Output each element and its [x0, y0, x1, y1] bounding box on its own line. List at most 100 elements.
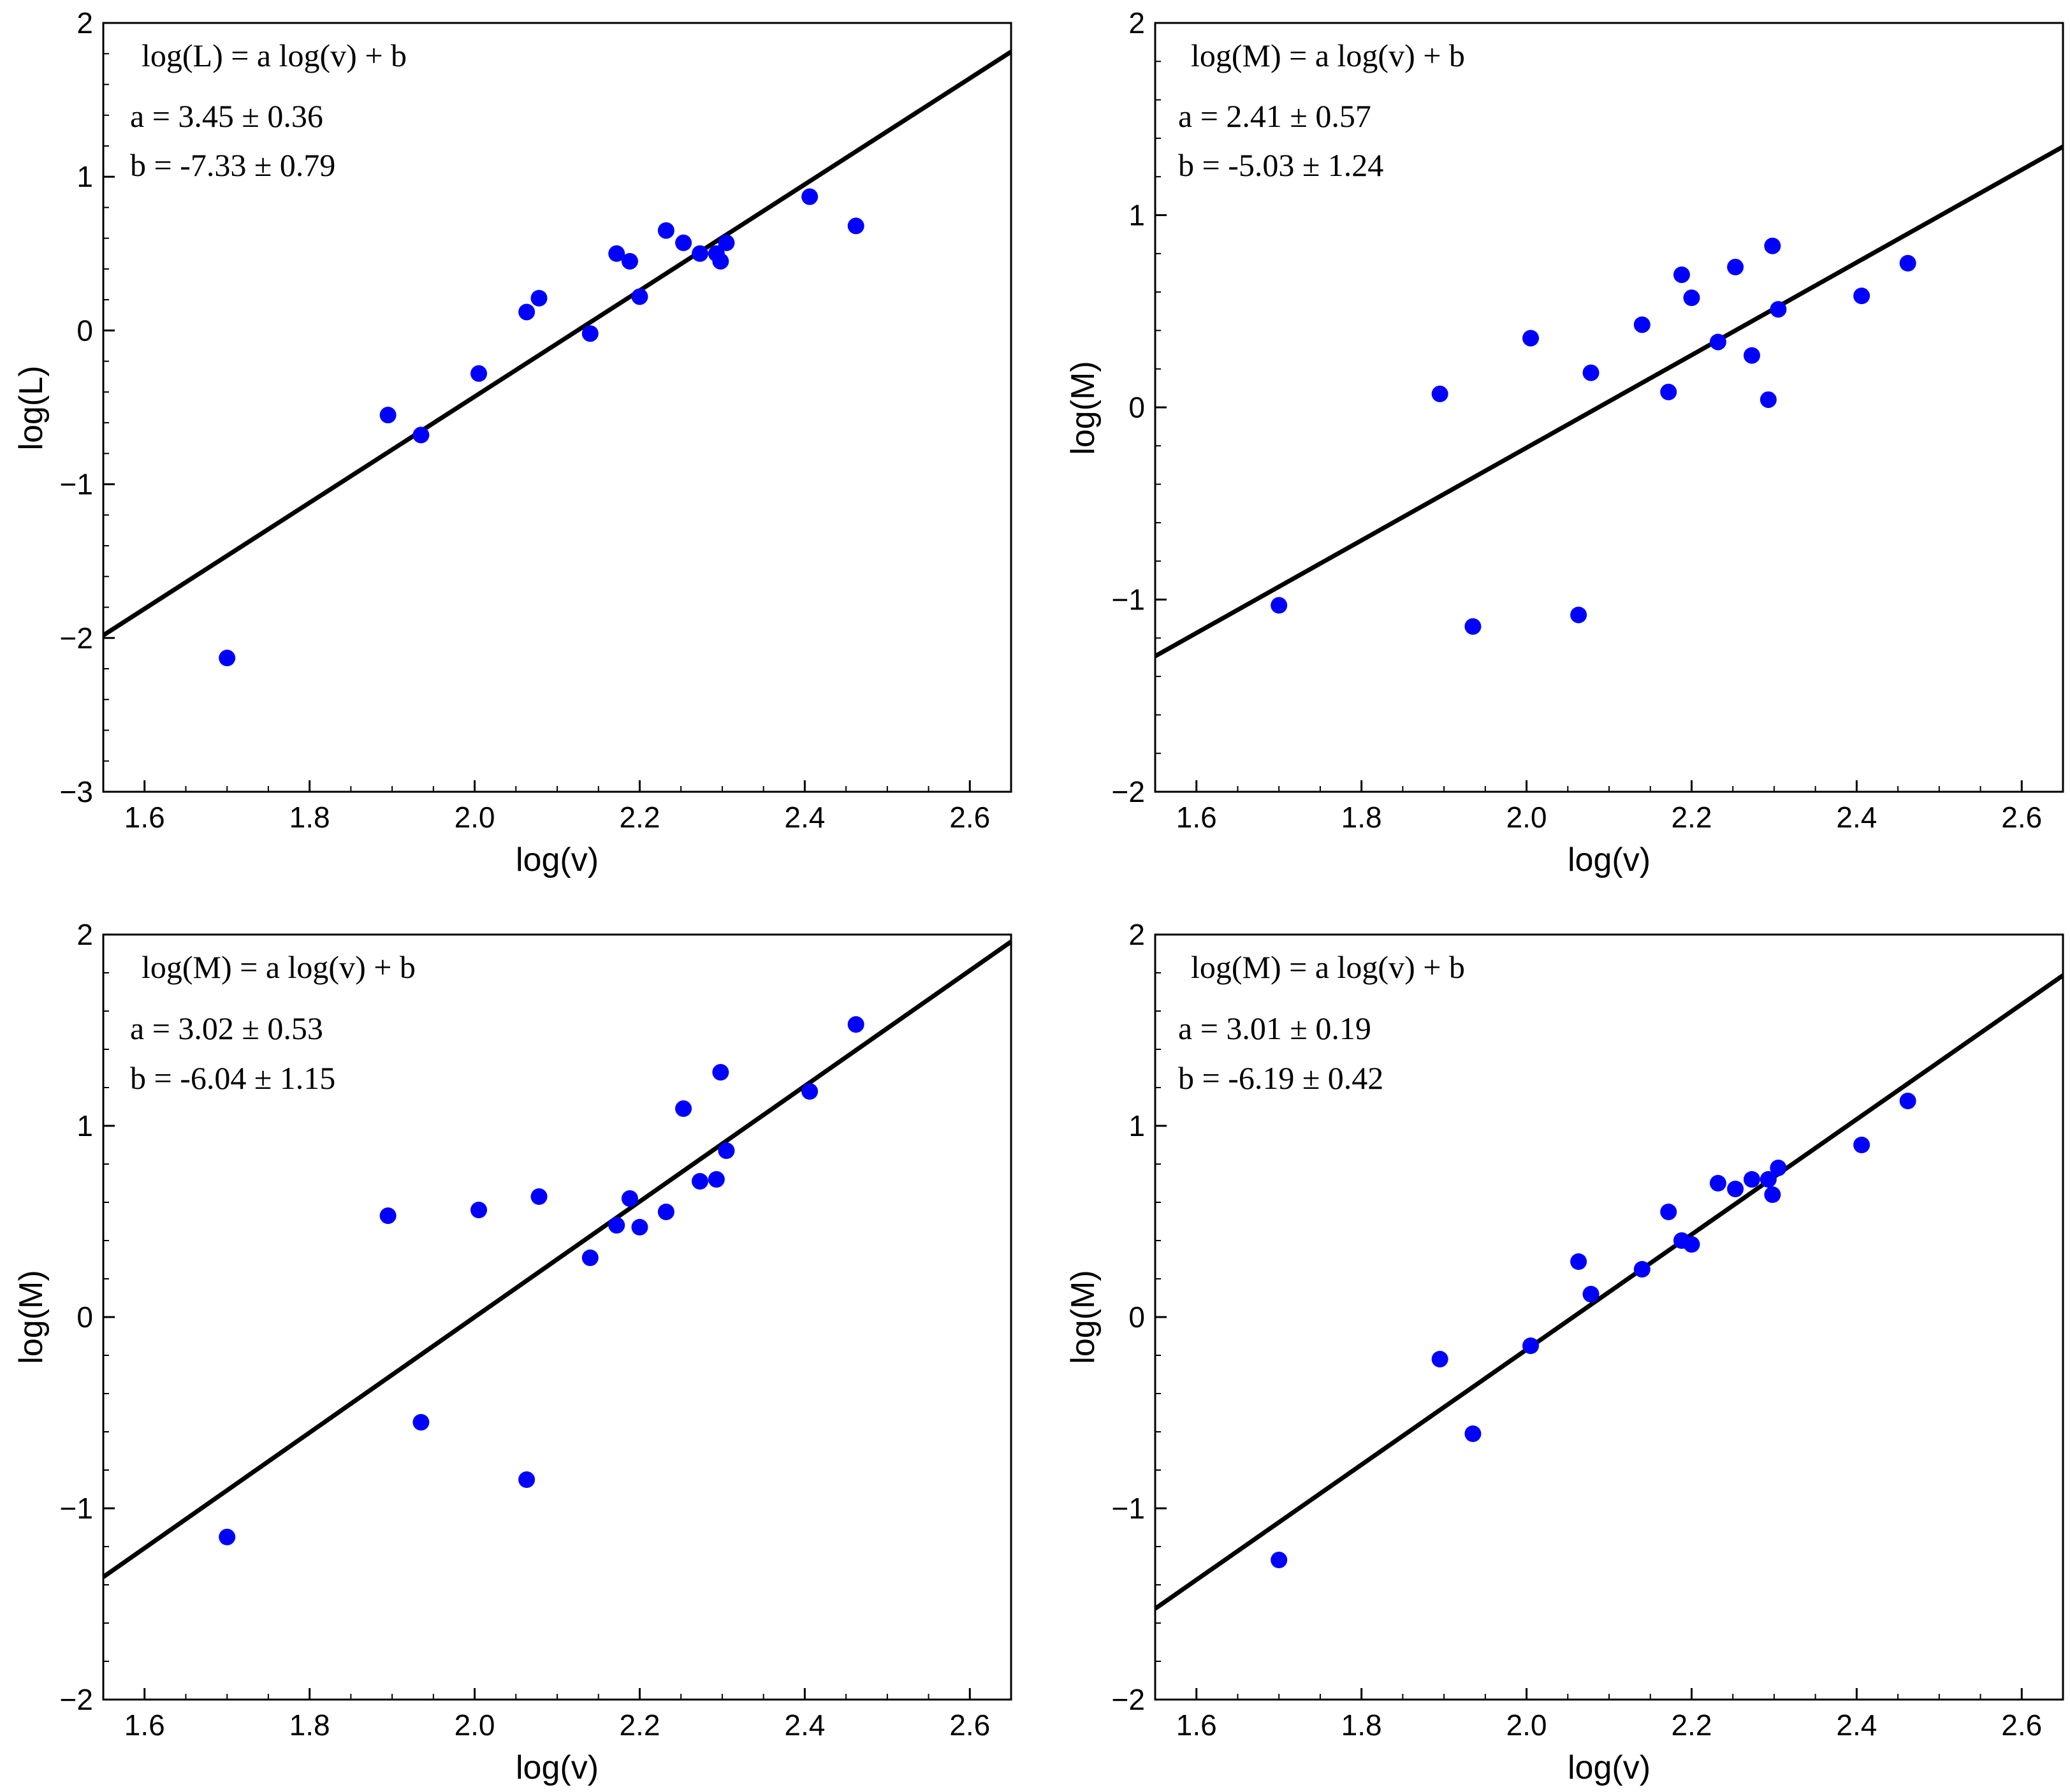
panel-4-data-point — [1764, 1186, 1781, 1203]
panel-2-data-point — [1853, 288, 1870, 305]
panel-3-ylabel: log(M) — [13, 1270, 50, 1364]
panel-1-data-point — [621, 252, 638, 270]
panel-4-ylabel: log(M) — [1065, 1270, 1102, 1364]
panel-1-data-point — [518, 303, 536, 321]
panel-4-ytick-label: −1 — [1112, 1492, 1145, 1525]
panel-4-data-point — [1760, 1171, 1777, 1188]
panel-3-data-point — [657, 1204, 674, 1220]
panel-2-xtick-label: 2.4 — [1836, 801, 1877, 834]
panel-4-b-value: b = -6.19 ± 0.42 — [1178, 1060, 1383, 1096]
panel-2-data-point — [1764, 237, 1781, 254]
panel-3-xtick-label: 2.2 — [619, 1708, 660, 1742]
panel-4-data-point — [1743, 1171, 1760, 1188]
panel-3-data-point — [470, 1202, 488, 1218]
panel-1-ylabel: log(L) — [13, 366, 50, 451]
panel-4-data-point — [1271, 1552, 1288, 1568]
panel-4-a-value: a = 3.01 ± 0.19 — [1178, 1010, 1371, 1046]
panel-2-xtick-label: 1.8 — [1341, 801, 1382, 834]
panel-1-data-point — [801, 188, 819, 205]
panel-2: 1.6 1.8 2.0 2.2 2.4 2.6 −2 −1 0 1 2 log(M) = a log… — [1065, 6, 2064, 878]
panel-2-data-point — [1709, 333, 1726, 351]
panel-3-data-point — [801, 1083, 819, 1100]
panel-3-ticks: 1.6 1.8 2.0 2.2 2.4 2.6 −2 −1 0 1 2 — [60, 918, 991, 1742]
panel-3-frame — [102, 933, 1012, 1701]
panel-3-ytick-label: 2 — [77, 918, 93, 951]
panel-2-xtick-label: 2.2 — [1671, 801, 1712, 834]
panel-2-xtick-label: 2.6 — [2001, 801, 2042, 834]
panel-3-data-point — [718, 1142, 735, 1159]
panel-4-xtick-label: 1.8 — [1341, 1708, 1382, 1742]
panel-2-fit-line — [1154, 144, 2064, 659]
panel-4-data-point — [1660, 1204, 1677, 1220]
panel-3-data-point — [847, 1016, 864, 1033]
panel-2-data-point — [1770, 301, 1787, 318]
panel-4-data-point — [1464, 1425, 1482, 1442]
panel-2-data-point — [1271, 597, 1288, 614]
panel-1-xtick-label: 2.4 — [784, 801, 825, 834]
panel-1-data-point — [412, 426, 430, 444]
panel-4-xlabel: log(v) — [1568, 1749, 1651, 1786]
panel-4-ytick-label: 1 — [1128, 1109, 1145, 1142]
panel-2-xtick-label: 2.0 — [1506, 801, 1547, 834]
panel-4-data-point — [1899, 1093, 1916, 1109]
panel-4-ytick-label: −2 — [1112, 1683, 1145, 1716]
panel-1-data-point — [219, 650, 236, 667]
panel-1-a-value: a = 3.45 ± 0.36 — [130, 98, 323, 134]
panel-4-ytick-label: 2 — [1128, 918, 1145, 951]
panel-4-data-point — [1770, 1160, 1787, 1176]
panel-1-ytick-label: 1 — [77, 160, 93, 193]
panel-2-ticks: 1.6 1.8 2.0 2.2 2.4 2.6 −2 −1 0 1 2 — [1112, 6, 2043, 834]
panel-1-xtick-label: 2.2 — [619, 801, 660, 834]
panel-3-a-value: a = 3.02 ± 0.53 — [130, 1010, 323, 1046]
panel-4-data-point — [1853, 1137, 1870, 1153]
panel-3-data-point — [581, 1249, 599, 1266]
panel-1-data-point — [657, 222, 674, 239]
panel-1-data-point — [847, 217, 864, 235]
panel-3: 1.6 1.8 2.0 2.2 2.4 2.6 −2 −1 0 1 2 log(M) = a log… — [13, 918, 1013, 1786]
panel-4-xtick-label: 2.2 — [1671, 1708, 1712, 1742]
panel-4-data-point — [1431, 1351, 1448, 1367]
panel-2-data-point — [1760, 391, 1777, 408]
panel-2-data-point — [1899, 254, 1916, 272]
panel-3-equation: log(M) = a log(v) + b — [142, 949, 416, 985]
panel-2-ytick-label: 0 — [1128, 391, 1145, 424]
panel-1-data-point — [608, 245, 625, 262]
panel-3-data-point — [675, 1100, 692, 1117]
panel-1-ytick-label: −3 — [60, 775, 93, 808]
panel-4-data-point — [1709, 1175, 1726, 1191]
panel-2-data-point — [1522, 330, 1540, 347]
panel-3-data-point — [219, 1529, 236, 1545]
panel-3-ytick-label: 0 — [77, 1300, 93, 1334]
panel-3-xtick-label: 2.0 — [455, 1708, 495, 1742]
panel-4-data-point — [1522, 1337, 1540, 1354]
panel-2-data-point — [1683, 289, 1700, 307]
panel-1-data-point — [718, 234, 735, 251]
panel-1-xtick-label: 1.8 — [289, 801, 330, 834]
panel-1-data-point — [530, 289, 548, 307]
panel-4-points — [1271, 1093, 1916, 1568]
panel-4-xtick-label: 1.6 — [1176, 1708, 1217, 1742]
panel-3-points — [219, 1016, 864, 1545]
panel-1-ticks: 1.6 1.8 2.0 2.2 2.4 2.6 −3 −2 −1 0 1 2 — [60, 6, 991, 834]
panel-4-data-point — [1683, 1236, 1700, 1253]
panel-1-data-point — [712, 252, 729, 270]
panel-2-data-point — [1570, 606, 1587, 623]
panel-1-ytick-label: 2 — [77, 6, 93, 40]
panel-2-xlabel: log(v) — [1568, 841, 1651, 878]
panel-2-a-value: a = 2.41 ± 0.57 — [1178, 98, 1371, 134]
panel-3-data-point — [712, 1064, 729, 1081]
panel-4: 1.6 1.8 2.0 2.2 2.4 2.6 −2 −1 0 1 2 log(M) = a log… — [1065, 918, 2065, 1786]
panel-3-xtick-label: 2.6 — [949, 1708, 990, 1742]
panel-1-xtick-label: 2.0 — [455, 801, 495, 834]
panel-4-xtick-label: 2.6 — [2001, 1708, 2042, 1742]
panel-3-data-point — [412, 1414, 430, 1431]
panel-1-data-point — [691, 245, 708, 262]
panel-1-data-point — [631, 288, 648, 305]
panel-1-xtick-label: 2.6 — [949, 801, 990, 834]
panel-3-data-point — [708, 1171, 725, 1188]
panel-3-xtick-label: 1.6 — [124, 1708, 165, 1742]
panel-4-data-point — [1633, 1261, 1651, 1278]
panel-3-ytick-label: −2 — [60, 1683, 93, 1716]
panel-4-data-point — [1582, 1286, 1600, 1302]
panel-4-frame — [1154, 933, 2064, 1701]
